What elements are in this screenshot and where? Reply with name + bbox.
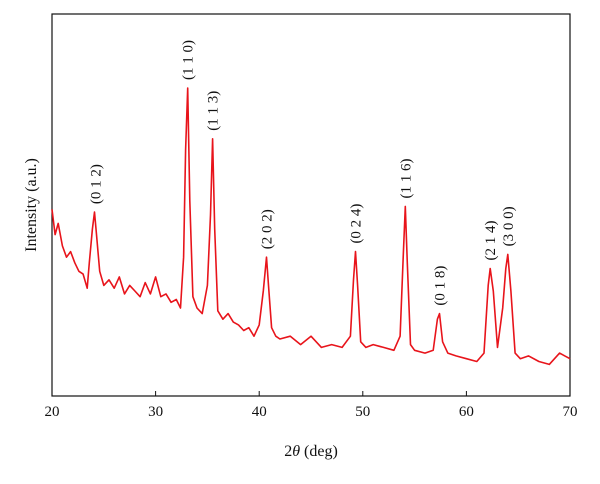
- peak-label: (0 2 4): [349, 204, 365, 244]
- x-tick-label: 50: [355, 404, 370, 420]
- plot-frame: [51, 13, 571, 397]
- peak-label: (0 1 8): [432, 266, 448, 306]
- peak-label: (2 0 2): [259, 209, 275, 249]
- x-tick-label: 20: [45, 404, 60, 420]
- y-axis-label: Intensity (a.u.): [23, 158, 40, 252]
- peak-label: (3 0 0): [501, 206, 517, 246]
- peak-label: (1 1 6): [398, 158, 414, 198]
- x-axis-ticks: [51, 391, 571, 396]
- peak-label: (2 1 4): [483, 220, 499, 260]
- peak-label: (1 1 0): [181, 40, 197, 80]
- x-axis-label-suffix: (deg): [300, 443, 338, 460]
- peak-label: (0 1 2): [89, 164, 105, 204]
- series-line: [51, 87, 571, 366]
- x-tick-label: 60: [459, 404, 474, 420]
- x-tick-label: 70: [563, 404, 578, 420]
- x-axis-tick-labels: 20 30 40 50 60 70: [45, 404, 578, 420]
- x-axis-label-prefix: 2: [284, 443, 292, 460]
- x-axis-label: 2θ (deg): [284, 443, 338, 460]
- x-tick-label: 40: [252, 404, 267, 420]
- x-tick-label: 30: [148, 404, 163, 420]
- x-axis-label-symbol: θ: [292, 443, 300, 460]
- peak-label: (1 1 3): [206, 91, 222, 131]
- peak-labels: (0 1 2) (1 1 0) (1 1 3) (2 0 2) (0 2 4) (1 1 …: [89, 40, 517, 306]
